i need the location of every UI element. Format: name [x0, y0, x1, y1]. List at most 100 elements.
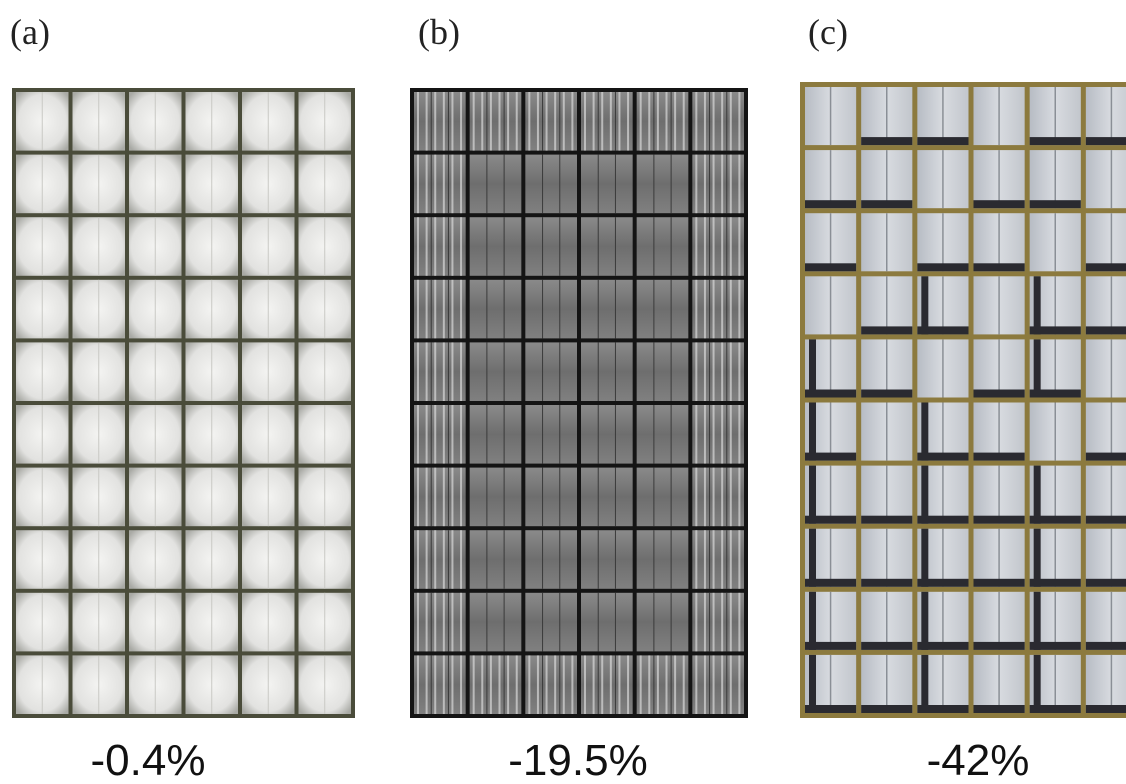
- crack: [921, 466, 928, 524]
- stripe: [417, 468, 419, 527]
- crack: [917, 263, 968, 271]
- stripe: [460, 468, 462, 527]
- stripe: [721, 155, 723, 214]
- stripe: [443, 217, 445, 276]
- cell: [470, 655, 522, 714]
- stripe: [426, 405, 428, 464]
- stripe: [704, 342, 706, 401]
- stripe: [426, 468, 428, 527]
- stripe: [721, 217, 723, 276]
- stripe: [417, 593, 419, 652]
- cell: [637, 342, 689, 401]
- panel-label: (b): [418, 12, 460, 52]
- stripe: [721, 655, 723, 714]
- stripe: [695, 530, 697, 589]
- stripe: [451, 155, 453, 214]
- stripe: [721, 92, 723, 151]
- stripe: [507, 655, 509, 714]
- cell: [525, 280, 577, 339]
- stripe: [443, 593, 445, 652]
- stripe: [434, 468, 436, 527]
- stripe: [704, 155, 706, 214]
- cell: [1086, 403, 1126, 461]
- stripe: [417, 530, 419, 589]
- crack: [1086, 453, 1126, 461]
- cell: [470, 155, 522, 214]
- stripe: [481, 655, 483, 714]
- stripe: [434, 92, 436, 151]
- stripe: [443, 92, 445, 151]
- figure: (a) (b) (c) -0.4% -19.5% -42%: [0, 0, 1126, 784]
- stripe: [426, 217, 428, 276]
- cell: [581, 530, 633, 589]
- stripe: [451, 92, 453, 151]
- stripe: [730, 342, 732, 401]
- stripe: [490, 92, 492, 151]
- panel-image: [410, 88, 748, 718]
- stripe: [473, 655, 475, 714]
- crack: [974, 705, 1025, 713]
- stripe: [648, 655, 650, 714]
- stripe: [593, 655, 595, 714]
- stripe: [443, 655, 445, 714]
- cell: [414, 530, 466, 589]
- crack: [861, 390, 912, 398]
- stripe: [426, 280, 428, 339]
- cell: [1086, 213, 1126, 271]
- stripe: [443, 530, 445, 589]
- stripe: [713, 155, 715, 214]
- stripe: [601, 655, 603, 714]
- cell: [581, 155, 633, 214]
- stripe: [704, 593, 706, 652]
- stripe: [730, 405, 732, 464]
- crack: [1086, 137, 1126, 145]
- stripe: [426, 655, 428, 714]
- stripe: [704, 655, 706, 714]
- stripe: [683, 655, 685, 714]
- stripe: [490, 655, 492, 714]
- cell: [1086, 87, 1126, 145]
- cell: [414, 593, 466, 652]
- stripe: [674, 92, 676, 151]
- stripe: [713, 280, 715, 339]
- stripe: [443, 342, 445, 401]
- stripe: [499, 655, 501, 714]
- crack: [1086, 326, 1126, 334]
- cell: [692, 342, 744, 401]
- cell: [581, 217, 633, 276]
- crack: [921, 276, 928, 334]
- panel-image: [800, 82, 1126, 718]
- cell: [692, 405, 744, 464]
- stripe: [721, 342, 723, 401]
- stripe: [516, 655, 518, 714]
- stripe: [528, 655, 530, 714]
- cell: [637, 217, 689, 276]
- stripe: [537, 92, 539, 151]
- stripe: [610, 655, 612, 714]
- stripe: [546, 655, 548, 714]
- cell: [637, 280, 689, 339]
- cell: [525, 593, 577, 652]
- cell: [581, 92, 633, 151]
- stripe: [451, 342, 453, 401]
- stripe: [417, 342, 419, 401]
- stripe: [460, 530, 462, 589]
- cell: [581, 405, 633, 464]
- cell: [414, 405, 466, 464]
- cell: [637, 655, 689, 714]
- cell: [525, 468, 577, 527]
- stripe: [610, 92, 612, 151]
- crack: [809, 466, 816, 524]
- stripe: [695, 92, 697, 151]
- stripe: [721, 530, 723, 589]
- stripe: [571, 92, 573, 151]
- stripe: [426, 593, 428, 652]
- stripe: [417, 405, 419, 464]
- stripe: [627, 655, 629, 714]
- cell: [414, 217, 466, 276]
- stripe: [584, 655, 586, 714]
- stripe: [460, 655, 462, 714]
- stripe: [695, 342, 697, 401]
- stripe: [721, 405, 723, 464]
- stripe: [730, 92, 732, 151]
